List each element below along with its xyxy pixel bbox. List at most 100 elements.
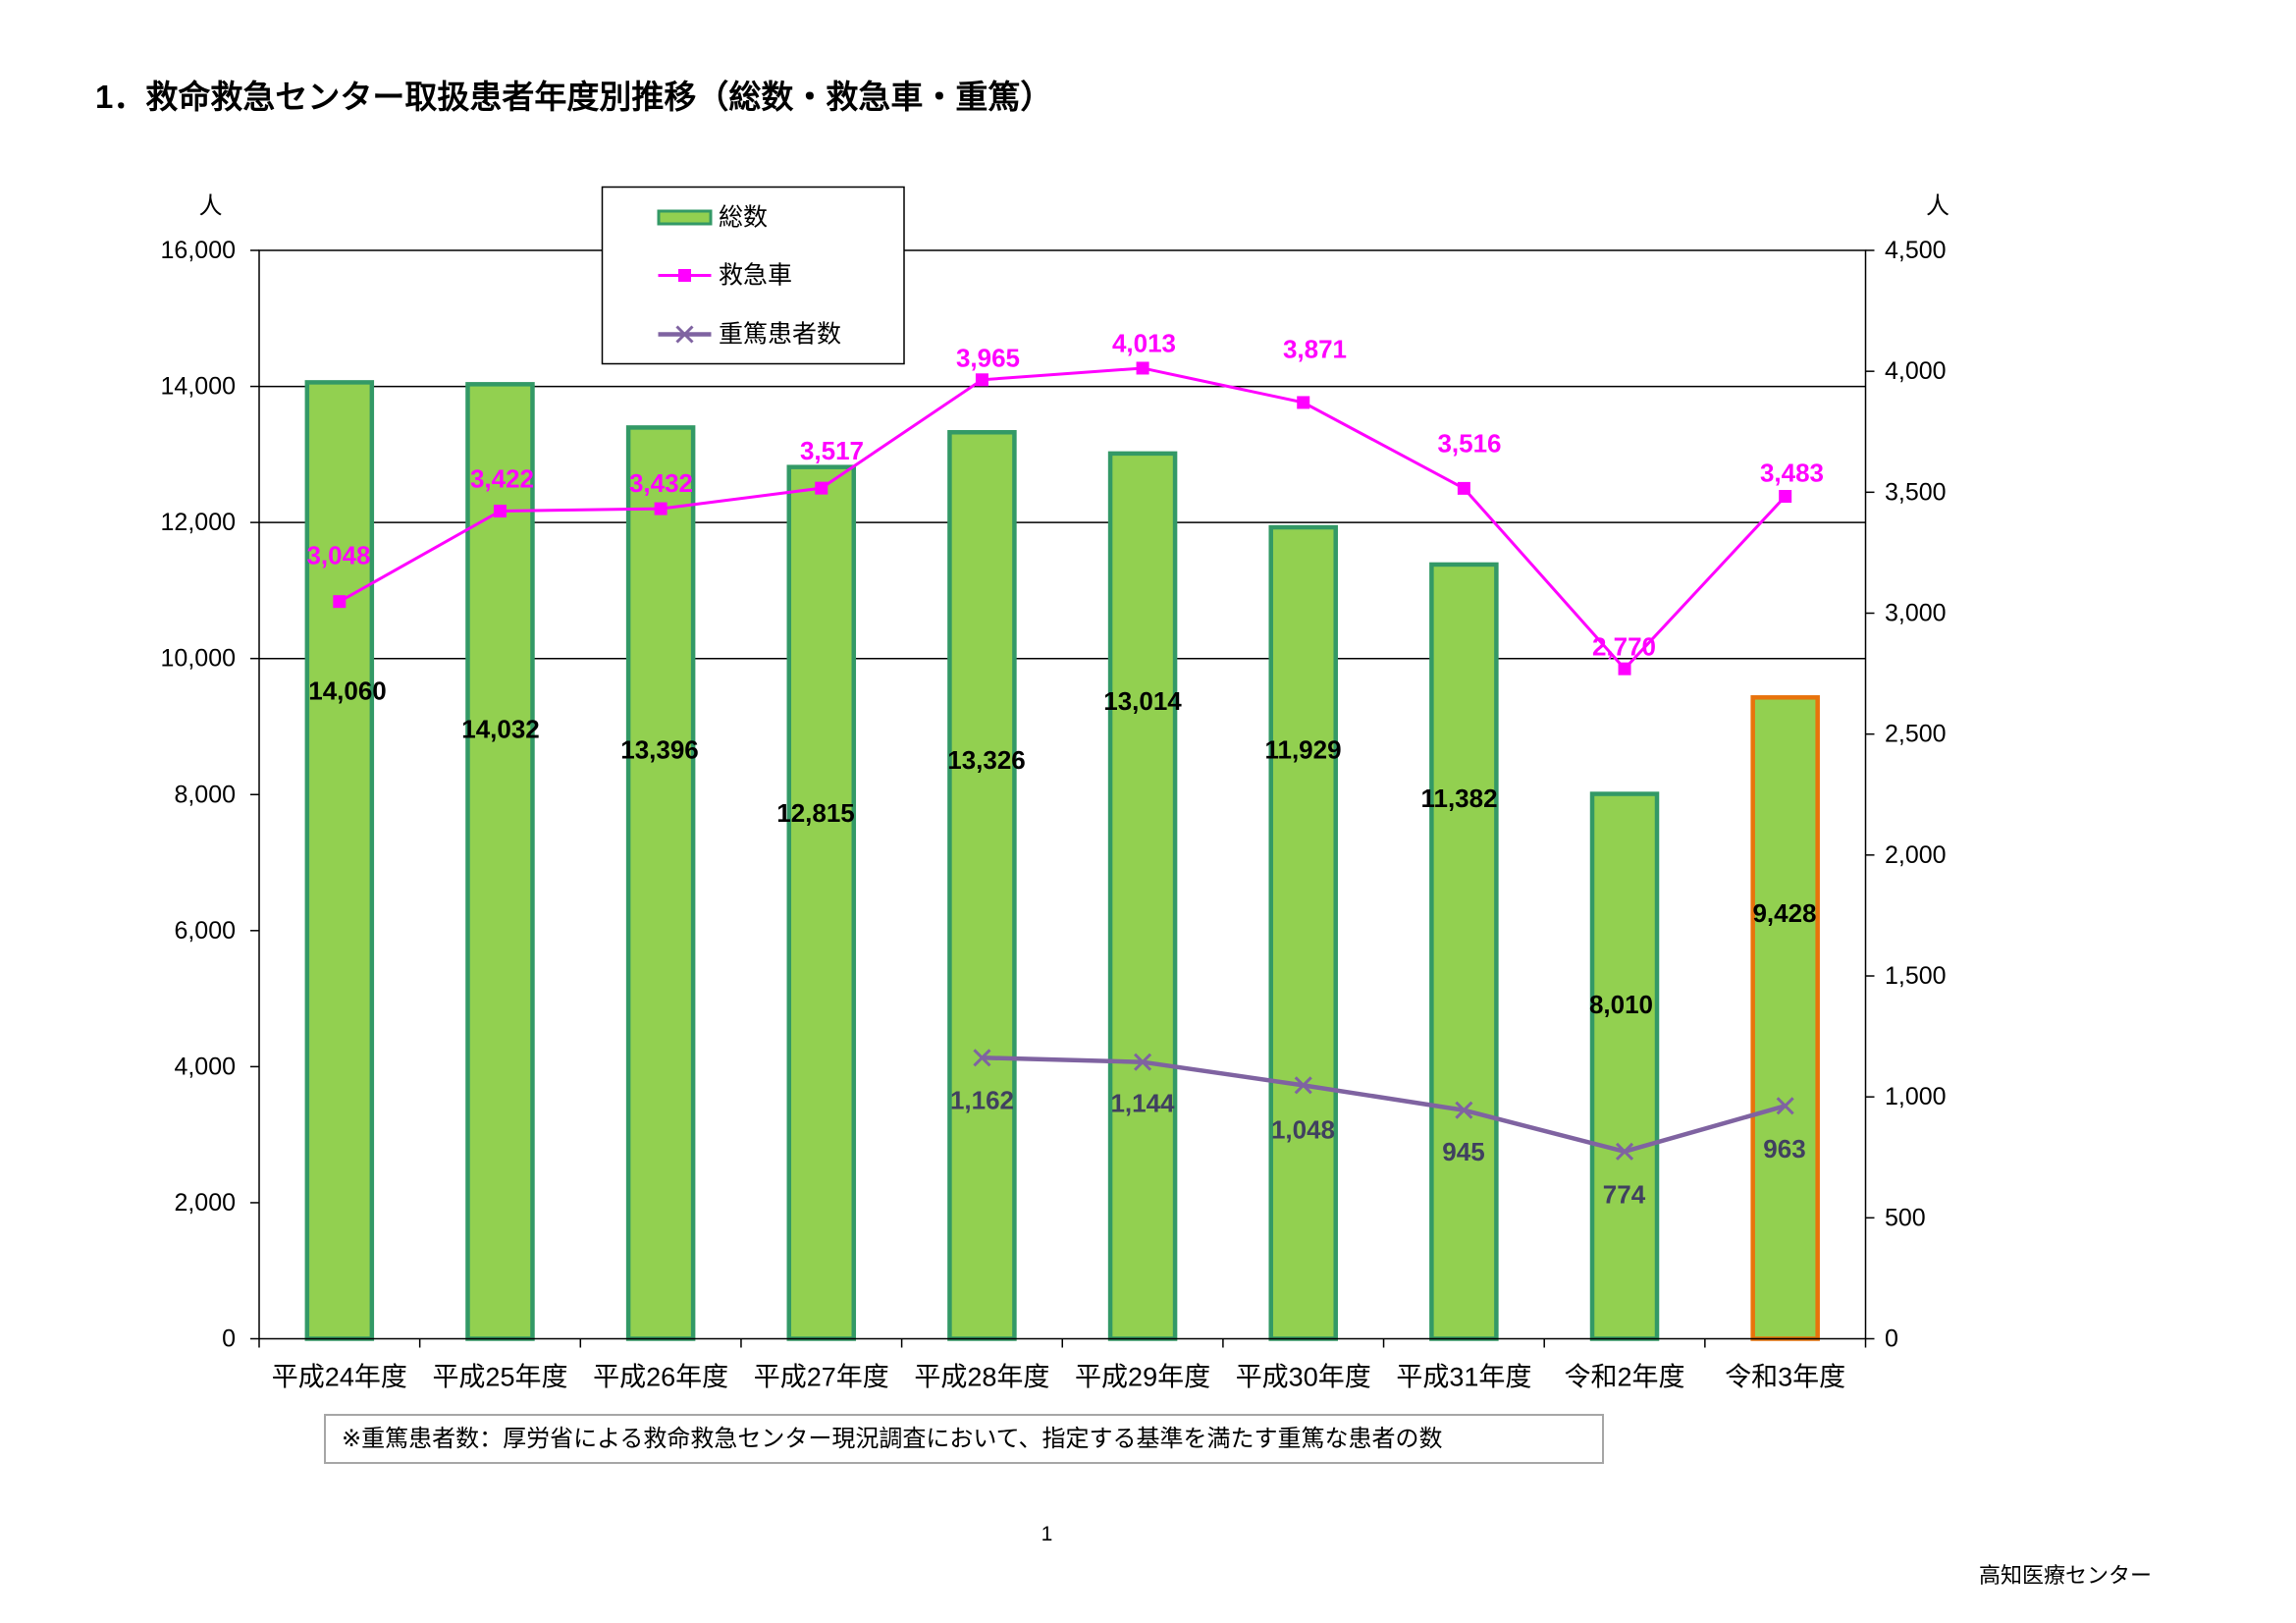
x-category-label: 令和2年度 [1565, 1363, 1685, 1392]
y-left-unit-label: 人 [199, 193, 223, 220]
y-right-tick-label: 1,000 [1885, 1083, 1947, 1110]
bar-total [465, 382, 535, 1341]
marker-ambulance-square [493, 505, 507, 518]
marker-ambulance-square [1618, 662, 1631, 676]
ambulance-value-label: 3,517 [800, 436, 864, 465]
marker-ambulance-square [975, 373, 988, 387]
y-right-tick-label: 3,000 [1885, 600, 1947, 627]
bar-total [947, 430, 1017, 1341]
y-right-tick-label: 1,500 [1885, 962, 1947, 990]
bar-value-label: 13,326 [947, 745, 1026, 775]
legend-marker-ambulance-square-icon [678, 269, 691, 282]
severe-value-label: 945 [1442, 1137, 1484, 1166]
line-severe [982, 1055, 1787, 1155]
bar-total [786, 464, 857, 1341]
bar-total [625, 425, 696, 1341]
y-left-tick-label: 0 [222, 1325, 236, 1353]
legend-box [601, 186, 905, 365]
page-number: 1 [1041, 1523, 1053, 1545]
bar-value-label: 13,014 [1103, 686, 1182, 716]
ambulance-value-label: 3,422 [470, 464, 534, 494]
x-category-label: 平成29年度 [1075, 1363, 1210, 1392]
y-right-tick-label: 500 [1885, 1204, 1926, 1231]
marker-severe-x [1615, 1142, 1634, 1161]
bar-total [304, 380, 375, 1341]
marker-ambulance-square [1779, 490, 1792, 504]
severe-value-label: 774 [1603, 1180, 1646, 1210]
marker-ambulance-square [333, 595, 347, 609]
bar-value-label: 14,032 [461, 715, 540, 744]
y-right-tick-label: 3,500 [1885, 478, 1947, 506]
ambulance-value-label: 2,770 [1592, 632, 1656, 662]
y-left-tick-label: 6,000 [174, 917, 236, 945]
y-left-tick-label: 2,000 [174, 1189, 236, 1217]
note-text: ※重篤患者数：厚労省による救命救急センター現況調査において、指定する基準を満たす… [342, 1426, 1443, 1452]
marker-ambulance-square [1297, 396, 1310, 409]
marker-ambulance-square [1136, 361, 1149, 375]
y-left-tick-label: 12,000 [161, 509, 236, 536]
y-left-tick-label: 16,000 [161, 237, 236, 264]
y-right-tick-label: 2,500 [1885, 721, 1947, 748]
page-title: 1．救命救急センター取扱患者年度別推移（総数・救急車・重篤） [95, 79, 1053, 115]
legend-label-severe: 重篤患者数 [719, 321, 841, 349]
marker-severe-x [1776, 1097, 1794, 1115]
ambulance-value-label: 3,432 [629, 468, 693, 498]
marker-severe-x [1134, 1053, 1152, 1071]
y-right-tick-label: 4,000 [1885, 357, 1947, 385]
x-category-label: 平成26年度 [593, 1363, 728, 1392]
marker-ambulance-square [654, 502, 667, 515]
legend-label-total: 総数 [719, 204, 768, 232]
data-label-layer: 14,060 14,032 13,396 12,815 13,326 13,014 11,9… [306, 329, 1824, 1210]
severe-value-label: 1,162 [950, 1086, 1014, 1115]
y-left-tick-label: 10,000 [161, 645, 236, 673]
footer-organization-name: 高知医療センター [1979, 1563, 2153, 1588]
bar-total [1589, 791, 1660, 1341]
severe-value-label: 963 [1763, 1134, 1805, 1163]
y-right-tick-label: 4,500 [1885, 237, 1947, 264]
bar-value-label: 8,010 [1589, 990, 1653, 1019]
ambulance-value-label: 3,871 [1283, 335, 1347, 364]
legend-marker-severe-x-icon [675, 325, 694, 344]
ambulance-value-label: 3,048 [306, 541, 370, 570]
y-left-tick-label: 8,000 [174, 781, 236, 808]
x-category-label: 平成28年度 [914, 1363, 1049, 1392]
y-right-tick-label: 2,000 [1885, 841, 1947, 869]
line-series-layer [333, 361, 1794, 1161]
y-left-tick-label: 14,000 [161, 373, 236, 401]
bar-series-total [304, 380, 1820, 1341]
legend: 総数 救急車 重篤患者数 [601, 186, 905, 365]
x-category-label: 令和3年度 [1725, 1363, 1845, 1392]
bar-value-label: 11,929 [1264, 735, 1341, 765]
legend-swatch-total [657, 209, 713, 226]
x-category-label: 平成25年度 [432, 1363, 567, 1392]
ambulance-value-label: 3,965 [956, 344, 1020, 373]
ambulance-value-label: 3,483 [1760, 459, 1824, 488]
bar-value-label: 9,428 [1752, 898, 1816, 928]
bar-value-label: 12,815 [776, 798, 855, 828]
y-left-tick-label: 4,000 [174, 1053, 236, 1080]
x-category-label: 平成30年度 [1236, 1363, 1371, 1392]
bar-total [1429, 562, 1499, 1341]
x-category-label: 平成24年度 [272, 1363, 407, 1392]
marker-ambulance-square [815, 481, 828, 495]
note-box: ※重篤患者数：厚労省による救命救急センター現況調査において、指定する基準を満たす… [324, 1414, 1604, 1464]
legend-label-ambulance: 救急車 [719, 262, 792, 290]
x-category-label: 平成31年度 [1396, 1363, 1531, 1392]
x-category-label: 平成27年度 [754, 1363, 889, 1392]
marker-severe-x [1294, 1076, 1312, 1095]
marker-severe-x [1455, 1101, 1473, 1119]
marker-ambulance-square [1457, 481, 1470, 495]
bar-total-highlighted [1750, 695, 1820, 1341]
bar-value-label: 13,396 [620, 735, 699, 765]
axes-layer: 0 2,000 4,000 6,000 8,000 10,000 12,000 14,000 1… [161, 237, 1947, 1392]
bar-total [1107, 451, 1178, 1341]
severe-value-label: 1,144 [1110, 1089, 1175, 1118]
y-right-tick-label: 0 [1885, 1325, 1898, 1353]
ambulance-value-label: 4,013 [1112, 329, 1176, 358]
ambulance-value-label: 3,516 [1437, 429, 1501, 459]
bar-value-label: 14,060 [308, 676, 387, 706]
severe-value-label: 1,048 [1271, 1115, 1335, 1145]
bar-value-label: 11,382 [1420, 784, 1497, 813]
